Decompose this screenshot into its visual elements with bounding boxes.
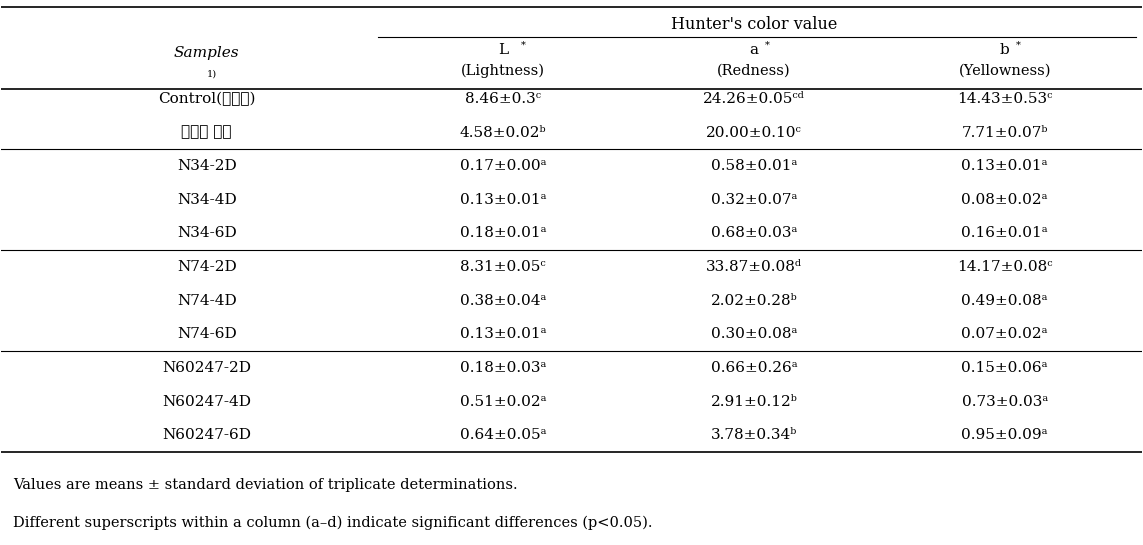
Text: 14.43±0.53ᶜ: 14.43±0.53ᶜ bbox=[957, 92, 1053, 106]
Text: 0.73±0.03ᵃ: 0.73±0.03ᵃ bbox=[961, 395, 1048, 409]
Text: 0.17±0.00ᵃ: 0.17±0.00ᵃ bbox=[459, 159, 546, 173]
Text: Different superscripts within a column (a–d) indicate significant differences (p: Different superscripts within a column (… bbox=[13, 515, 653, 530]
Text: N34-2D: N34-2D bbox=[177, 159, 237, 173]
Text: (Lightness): (Lightness) bbox=[461, 64, 545, 78]
Text: 14.17±0.08ᶜ: 14.17±0.08ᶜ bbox=[957, 260, 1053, 274]
Text: 8.31±0.05ᶜ: 8.31±0.05ᶜ bbox=[461, 260, 546, 274]
Text: 8.46±0.3ᶜ: 8.46±0.3ᶜ bbox=[465, 92, 541, 106]
Text: Hunter's color value: Hunter's color value bbox=[671, 16, 837, 33]
Text: 0.15±0.06ᵃ: 0.15±0.06ᵃ bbox=[961, 361, 1048, 375]
Text: 20.00±0.10ᶜ: 20.00±0.10ᶜ bbox=[706, 125, 801, 140]
Text: N60247-6D: N60247-6D bbox=[162, 428, 251, 442]
Text: 0.18±0.03ᵃ: 0.18±0.03ᵃ bbox=[459, 361, 546, 375]
Text: 0.13±0.01ᵃ: 0.13±0.01ᵃ bbox=[961, 159, 1048, 173]
Text: N34-6D: N34-6D bbox=[177, 227, 237, 240]
Text: 0.08±0.02ᵃ: 0.08±0.02ᵃ bbox=[961, 193, 1048, 207]
Text: 0.95±0.09ᵃ: 0.95±0.09ᵃ bbox=[961, 428, 1048, 442]
Text: 7.71±0.07ᵇ: 7.71±0.07ᵇ bbox=[961, 125, 1048, 140]
Text: N60247-4D: N60247-4D bbox=[162, 395, 251, 409]
Text: 0.68±0.03ᵃ: 0.68±0.03ᵃ bbox=[711, 227, 797, 240]
Text: 1): 1) bbox=[207, 69, 217, 78]
Text: 백수오 조청: 백수오 조청 bbox=[182, 125, 232, 140]
Text: 0.16±0.01ᵃ: 0.16±0.01ᵃ bbox=[961, 227, 1048, 240]
Text: 0.18±0.01ᵃ: 0.18±0.01ᵃ bbox=[459, 227, 546, 240]
Text: N74-4D: N74-4D bbox=[177, 294, 237, 308]
Text: *: * bbox=[521, 40, 526, 49]
Text: *: * bbox=[1016, 40, 1021, 49]
Text: 4.58±0.02ᵇ: 4.58±0.02ᵇ bbox=[459, 125, 546, 140]
Text: N60247-2D: N60247-2D bbox=[162, 361, 251, 375]
Text: 0.66±0.26ᵃ: 0.66±0.26ᵃ bbox=[711, 361, 798, 375]
Text: Control(밀누록): Control(밀누록) bbox=[158, 92, 255, 106]
Text: Samples: Samples bbox=[174, 46, 239, 60]
Text: N34-4D: N34-4D bbox=[177, 193, 237, 207]
Text: (Yellowness): (Yellowness) bbox=[959, 64, 1052, 78]
Text: *: * bbox=[765, 40, 770, 49]
Text: 33.87±0.08ᵈ: 33.87±0.08ᵈ bbox=[706, 260, 802, 274]
Text: (Redness): (Redness) bbox=[717, 64, 791, 78]
Text: 0.49±0.08ᵃ: 0.49±0.08ᵃ bbox=[961, 294, 1048, 308]
Text: 2.91±0.12ᵇ: 2.91±0.12ᵇ bbox=[711, 395, 798, 409]
Text: 0.13±0.01ᵃ: 0.13±0.01ᵃ bbox=[459, 328, 546, 341]
Text: 0.32±0.07ᵃ: 0.32±0.07ᵃ bbox=[711, 193, 797, 207]
Text: N74-6D: N74-6D bbox=[177, 328, 237, 341]
Text: 0.30±0.08ᵃ: 0.30±0.08ᵃ bbox=[711, 328, 797, 341]
Text: N74-2D: N74-2D bbox=[177, 260, 237, 274]
Text: 0.38±0.04ᵃ: 0.38±0.04ᵃ bbox=[459, 294, 546, 308]
Text: 0.58±0.01ᵃ: 0.58±0.01ᵃ bbox=[711, 159, 797, 173]
Text: 0.13±0.01ᵃ: 0.13±0.01ᵃ bbox=[459, 193, 546, 207]
Text: Values are means ± standard deviation of triplicate determinations.: Values are means ± standard deviation of… bbox=[13, 477, 518, 492]
Text: b: b bbox=[1000, 43, 1009, 57]
Text: a: a bbox=[750, 43, 759, 57]
Text: 24.26±0.05ᶜᵈ: 24.26±0.05ᶜᵈ bbox=[703, 92, 805, 106]
Text: L: L bbox=[498, 43, 509, 57]
Text: 0.51±0.02ᵃ: 0.51±0.02ᵃ bbox=[459, 395, 546, 409]
Text: 2.02±0.28ᵇ: 2.02±0.28ᵇ bbox=[711, 294, 798, 308]
Text: 0.07±0.02ᵃ: 0.07±0.02ᵃ bbox=[961, 328, 1048, 341]
Text: 0.64±0.05ᵃ: 0.64±0.05ᵃ bbox=[459, 428, 546, 442]
Text: 3.78±0.34ᵇ: 3.78±0.34ᵇ bbox=[711, 428, 797, 442]
